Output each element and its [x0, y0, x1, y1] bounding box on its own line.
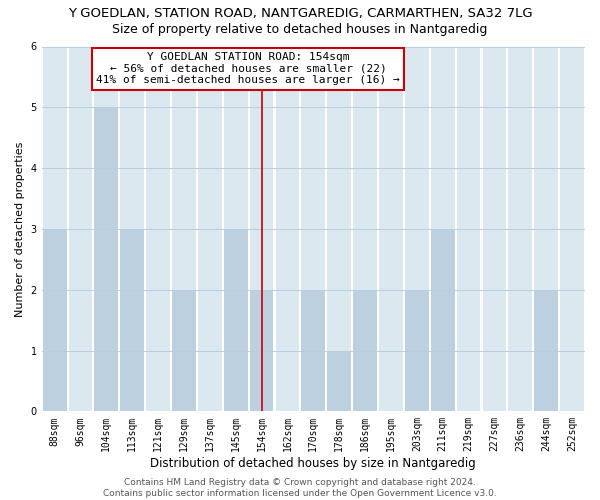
Bar	[301, 290, 325, 412]
Bar	[146, 46, 170, 412]
Y-axis label: Number of detached properties: Number of detached properties	[15, 141, 25, 316]
Bar	[353, 46, 377, 412]
Bar	[301, 46, 325, 412]
Bar	[94, 46, 118, 412]
Bar	[250, 46, 274, 412]
Bar	[534, 46, 558, 412]
Text: Y GOEDLAN STATION ROAD: 154sqm
← 56% of detached houses are smaller (22)
41% of : Y GOEDLAN STATION ROAD: 154sqm ← 56% of …	[96, 52, 400, 85]
Bar	[508, 46, 532, 412]
Bar	[457, 46, 481, 412]
X-axis label: Distribution of detached houses by size in Nantgaredig: Distribution of detached houses by size …	[151, 457, 476, 470]
Bar	[275, 46, 299, 412]
Bar	[534, 290, 558, 412]
Bar	[482, 46, 506, 412]
Bar	[405, 46, 429, 412]
Bar	[250, 290, 274, 412]
Bar	[43, 229, 67, 412]
Bar	[328, 350, 351, 412]
Bar	[431, 229, 455, 412]
Text: Y GOEDLAN, STATION ROAD, NANTGAREDIG, CARMARTHEN, SA32 7LG: Y GOEDLAN, STATION ROAD, NANTGAREDIG, CA…	[68, 8, 532, 20]
Text: Size of property relative to detached houses in Nantgaredig: Size of property relative to detached ho…	[112, 22, 488, 36]
Bar	[224, 229, 248, 412]
Bar	[68, 46, 92, 412]
Bar	[198, 46, 222, 412]
Bar	[172, 46, 196, 412]
Bar	[172, 290, 196, 412]
Bar	[560, 46, 584, 412]
Bar	[121, 229, 144, 412]
Bar	[121, 46, 144, 412]
Bar	[353, 290, 377, 412]
Bar	[224, 46, 248, 412]
Bar	[94, 108, 118, 412]
Bar	[431, 46, 455, 412]
Bar	[379, 46, 403, 412]
Bar	[328, 46, 351, 412]
Bar	[43, 46, 67, 412]
Text: Contains HM Land Registry data © Crown copyright and database right 2024.
Contai: Contains HM Land Registry data © Crown c…	[103, 478, 497, 498]
Bar	[405, 290, 429, 412]
